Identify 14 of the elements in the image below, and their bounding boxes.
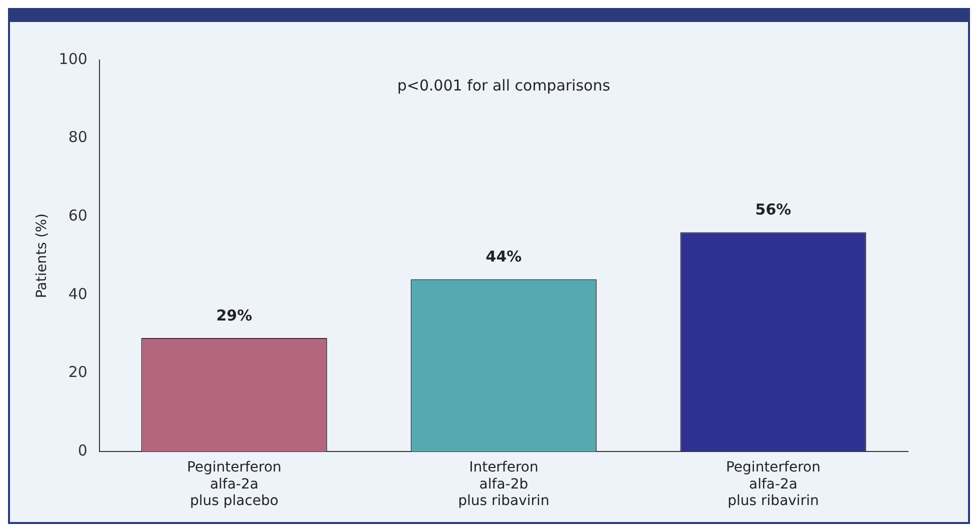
- annotation: p<0.001 for all comparisons: [397, 76, 610, 94]
- y-tick-label: 0: [78, 441, 88, 460]
- y-tick-label: 80: [68, 128, 88, 146]
- y-tick-label: 20: [68, 363, 88, 382]
- data-label: 44%: [486, 248, 522, 266]
- x-tick-label: Peginterferon alfa-2a plus ribavirin: [726, 460, 820, 510]
- x-tick-label: Interferon alfa-2b plus ribavirin: [458, 460, 550, 510]
- data-label: 29%: [216, 306, 252, 324]
- data-label: 56%: [755, 200, 792, 219]
- y-tick-label: 60: [68, 206, 88, 225]
- y-tick-label: 100: [58, 50, 88, 68]
- x-tick-label: Peginterferon alfa-2a plus placebo: [186, 460, 282, 510]
- y-tick-label: 40: [68, 284, 88, 303]
- y-axis-title: Patients (%): [34, 213, 50, 298]
